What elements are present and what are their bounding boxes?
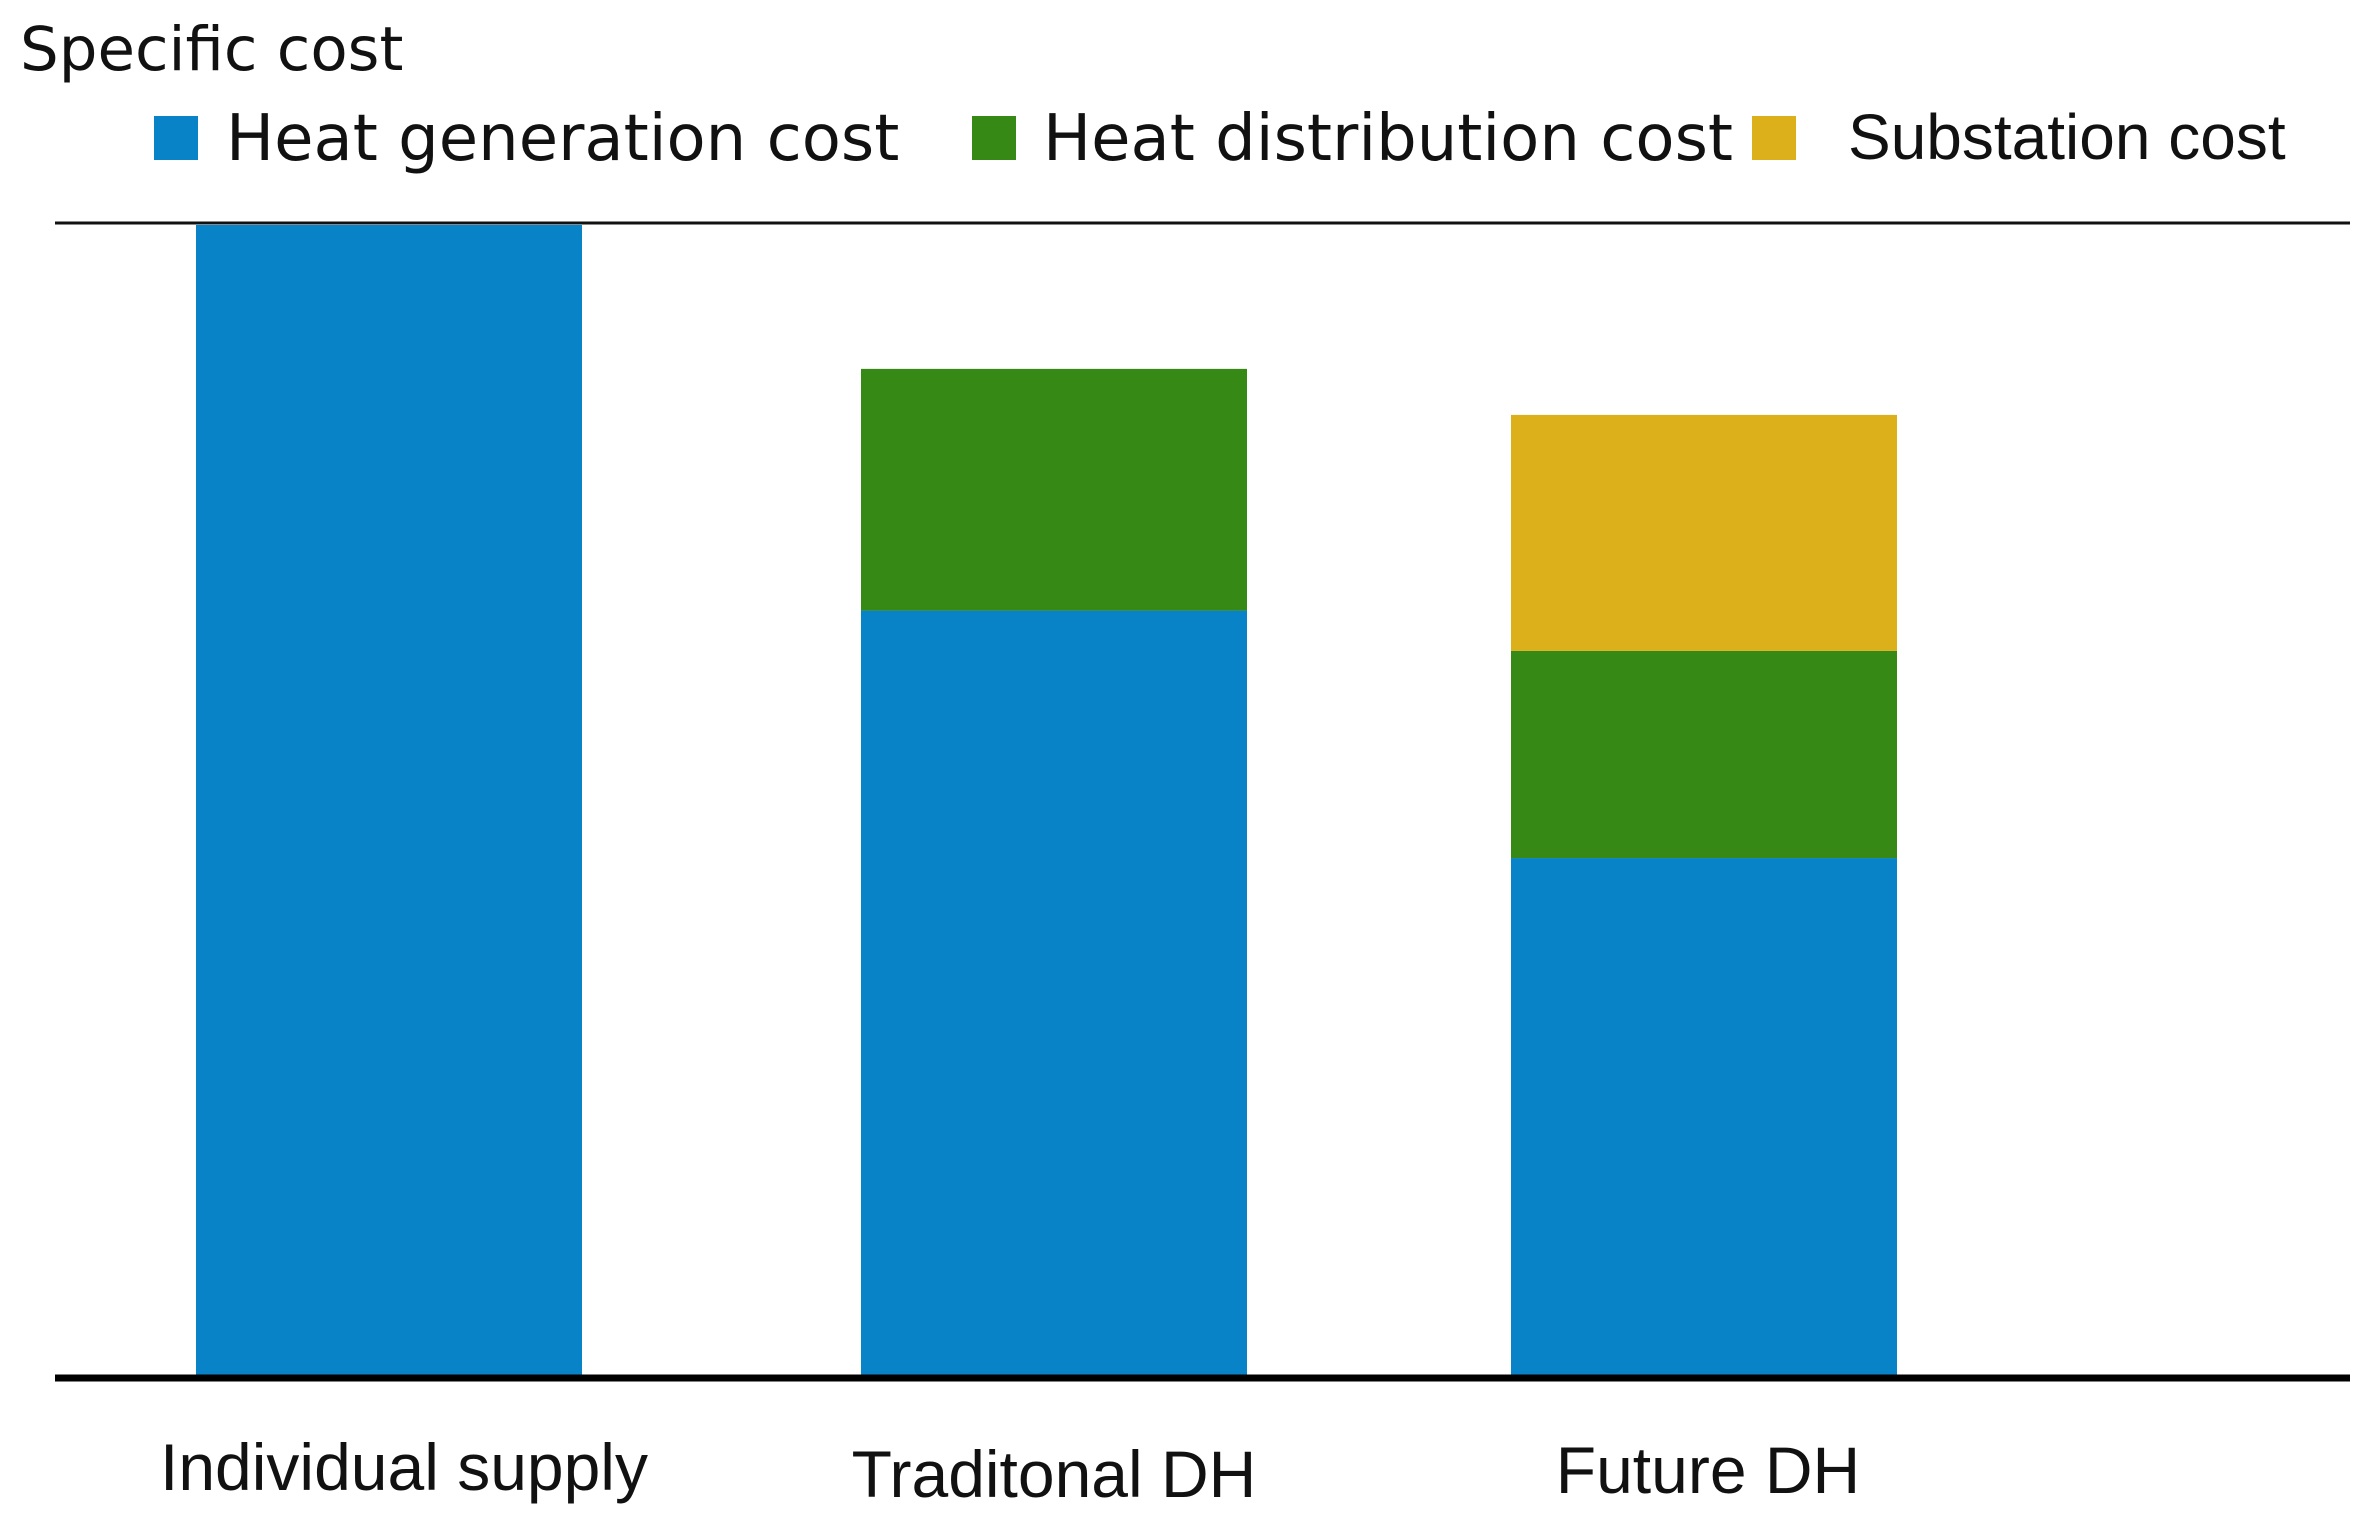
bar-traditonal-dh-heat-generation-cost: [861, 610, 1247, 1376]
bar-future-dh-substation-cost: [1511, 414, 1897, 651]
legend-swatch-heat-generation: [154, 116, 198, 160]
legend-label-heat-generation: Heat generation cost: [226, 102, 899, 176]
legend-label-heat-distribution: Heat distribution cost: [1043, 102, 1733, 176]
x-tick-label-traditonal-dh: Traditonal DH: [852, 1437, 1257, 1511]
x-tick-label-future-dh: Future DH: [1556, 1433, 1860, 1507]
legend-label-substation: Substation cost: [1848, 101, 2286, 173]
legend-swatch-heat-distribution: [972, 116, 1016, 160]
bar-future-dh-heat-generation-cost: [1511, 858, 1897, 1376]
bar-future-dh-heat-distribution-cost: [1511, 650, 1897, 859]
bars: [196, 225, 1897, 1376]
legend-swatch-substation: [1752, 116, 1796, 160]
bar-traditonal-dh-heat-distribution-cost: [861, 368, 1247, 611]
x-tick-labels: Individual supply Traditonal DH Future D…: [160, 1430, 1860, 1511]
legend: Heat generation cost Heat distribution c…: [154, 101, 2286, 176]
bar-individual-supply-heat-generation-cost: [196, 225, 582, 1376]
x-tick-label-individual-supply: Individual supply: [160, 1430, 648, 1504]
y-axis-label: Specific cost: [20, 14, 403, 85]
